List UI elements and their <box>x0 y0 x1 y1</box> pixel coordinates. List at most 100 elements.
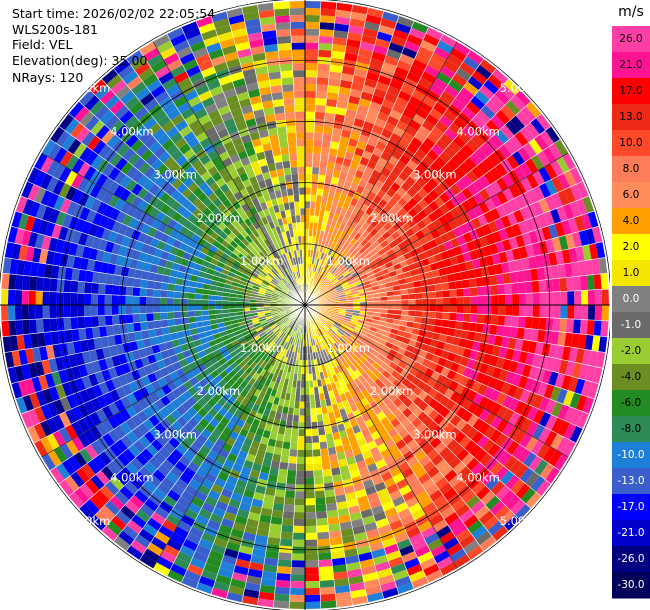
velocity-gate <box>364 485 377 496</box>
velocity-gate <box>339 278 347 285</box>
velocity-gate <box>287 328 293 336</box>
velocity-gate <box>451 73 468 88</box>
velocity-gate <box>319 392 326 401</box>
velocity-gate <box>380 312 388 318</box>
velocity-gate <box>500 261 510 274</box>
velocity-gate <box>260 465 271 474</box>
velocity-gate <box>363 21 381 32</box>
velocity-gate <box>305 90 317 99</box>
velocity-gate <box>209 513 224 525</box>
velocity-gate <box>132 313 141 324</box>
velocity-gate <box>429 161 442 174</box>
velocity-gate <box>295 324 299 332</box>
velocity-gate <box>424 532 440 546</box>
velocity-gate <box>349 511 363 522</box>
velocity-gate <box>569 166 583 185</box>
velocity-gate <box>180 292 189 299</box>
velocity-gate <box>305 180 312 188</box>
velocity-gate <box>457 130 472 144</box>
velocity-gate <box>461 199 473 212</box>
velocity-gate <box>335 372 343 381</box>
velocity-gate <box>295 317 300 324</box>
velocity-gate <box>506 212 518 226</box>
velocity-gate <box>394 365 404 375</box>
velocity-gate <box>325 203 332 212</box>
velocity-gate <box>495 162 508 178</box>
velocity-gate <box>317 538 331 547</box>
velocity-gate <box>344 290 352 295</box>
velocity-gate <box>290 386 297 395</box>
velocity-gate <box>538 166 552 183</box>
velocity-gate <box>391 323 400 331</box>
velocity-gate <box>494 335 503 347</box>
velocity-gate <box>400 181 412 193</box>
velocity-gate <box>298 359 303 368</box>
velocity-gate <box>319 29 334 38</box>
velocity-gate <box>359 307 368 312</box>
velocity-gate <box>330 277 338 284</box>
velocity-gate <box>550 208 562 224</box>
velocity-gate <box>260 376 268 386</box>
velocity-gate <box>335 340 342 348</box>
ray-gap <box>304 166 577 306</box>
velocity-gate <box>405 326 414 334</box>
velocity-gate <box>522 142 537 159</box>
velocity-gate <box>427 255 437 265</box>
velocity-gate <box>538 317 547 331</box>
velocity-gate <box>310 271 314 279</box>
velocity-gate <box>309 394 316 402</box>
velocity-gate <box>500 336 510 349</box>
velocity-gate <box>475 226 486 239</box>
velocity-gate <box>208 299 216 305</box>
velocity-gate <box>327 361 334 370</box>
velocity-gate <box>315 195 323 203</box>
velocity-gate <box>502 187 515 202</box>
velocity-gate <box>558 359 569 375</box>
velocity-gate <box>574 378 586 395</box>
velocity-gate <box>400 514 415 526</box>
velocity-gate <box>256 528 270 538</box>
velocity-gate <box>392 495 406 507</box>
velocity-gate <box>245 482 257 492</box>
velocity-gate <box>414 545 431 558</box>
velocity-gate <box>419 496 433 509</box>
velocity-gate <box>286 335 291 343</box>
velocity-gate <box>421 526 437 539</box>
velocity-gate <box>432 495 448 508</box>
velocity-gate <box>577 260 587 277</box>
velocity-gate <box>356 209 366 219</box>
velocity-gate <box>456 346 466 357</box>
velocity-gate <box>528 138 543 155</box>
velocity-gate <box>401 551 418 564</box>
velocity-gate <box>271 509 284 519</box>
ray-gap <box>304 1 322 306</box>
velocity-gate <box>354 431 365 441</box>
velocity-gate <box>368 365 377 374</box>
velocity-gate <box>369 326 378 333</box>
ray-gap <box>304 304 589 415</box>
velocity-gate <box>505 249 515 262</box>
velocity-gate <box>471 165 484 180</box>
velocity-gate <box>376 365 386 375</box>
velocity-gate <box>487 520 504 536</box>
velocity-gate <box>400 84 415 96</box>
velocity-gate <box>326 255 333 264</box>
velocity-gate <box>317 266 322 274</box>
velocity-gate <box>375 140 387 152</box>
velocity-gate <box>323 482 335 491</box>
velocity-gate <box>357 319 366 325</box>
velocity-gate <box>397 383 408 393</box>
velocity-gate <box>575 198 588 216</box>
velocity-gate <box>521 339 531 353</box>
velocity-gate <box>201 299 209 305</box>
velocity-gate <box>207 489 221 501</box>
velocity-gate <box>21 290 30 305</box>
velocity-gate <box>350 518 365 529</box>
velocity-gate <box>378 465 390 476</box>
velocity-gate <box>505 494 521 511</box>
velocity-gate <box>482 157 496 171</box>
velocity-gate <box>360 508 374 519</box>
velocity-gate <box>353 369 362 378</box>
velocity-gate <box>370 263 379 271</box>
velocity-gate <box>378 338 388 346</box>
